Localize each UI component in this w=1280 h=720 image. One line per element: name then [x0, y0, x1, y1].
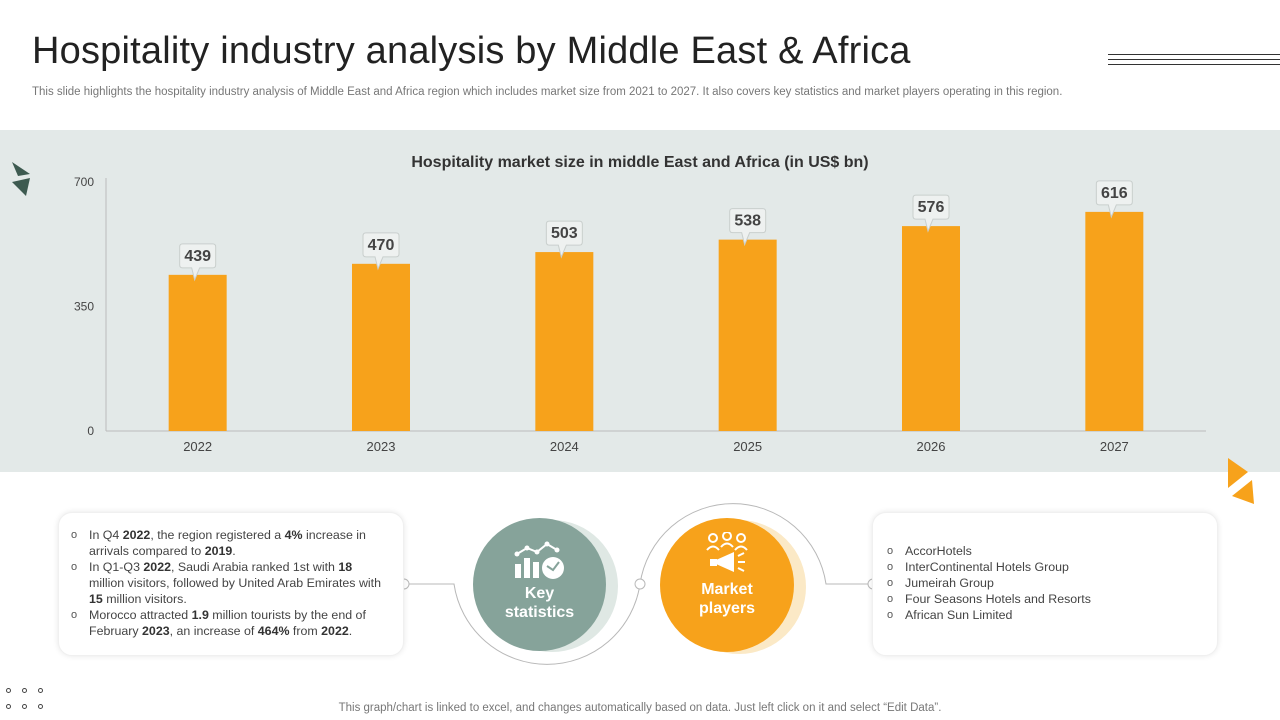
data-label: 439: [184, 248, 211, 265]
key-statistics-label-line1: Key: [524, 585, 555, 602]
x-tick-label: 2027: [1100, 439, 1129, 454]
key-statistics-label-line2: statistics: [504, 604, 575, 621]
y-tick-label: 700: [74, 175, 94, 189]
y-tick-label: 350: [74, 300, 94, 314]
bar-chart[interactable]: 0 350 700 439 2022 470 2023 503 2024 538 2025 576 20…: [0, 130, 1280, 472]
bar: [352, 263, 410, 431]
market-player-item: Jumeirah Group: [885, 575, 1203, 591]
growth-chart-icon: [514, 541, 564, 579]
page-subtitle: This slide highlights the hospitality in…: [32, 86, 1063, 98]
market-player-item: AccorHotels: [885, 543, 1203, 559]
bar: [902, 226, 960, 431]
x-tick-label: 2023: [367, 439, 396, 454]
key-statistics-circle: Key statistics: [473, 518, 606, 651]
x-tick-label: 2024: [550, 439, 579, 454]
data-label: 503: [551, 225, 578, 242]
data-label: 538: [734, 213, 761, 230]
market-player-item: African Sun Limited: [885, 607, 1203, 623]
key-statistic-item: In Q4 2022, the region registered a 4% i…: [69, 527, 389, 559]
data-label-callout: [729, 208, 767, 247]
bar: [718, 239, 777, 431]
data-label-callout: [912, 194, 950, 233]
bar: [1085, 211, 1144, 431]
bar: [535, 252, 594, 431]
dots-decoration: [6, 688, 46, 716]
team-megaphone-icon: [706, 532, 748, 572]
market-player-item: Four Seasons Hotels and Resorts: [885, 591, 1203, 607]
footer-note: This graph/chart is linked to excel, and…: [338, 702, 942, 714]
page-title: Hospitality industry analysis by Middle …: [32, 30, 911, 72]
decorative-lines: [1108, 54, 1280, 70]
market-players-card: AccorHotelsInterContinental Hotels Group…: [872, 512, 1218, 656]
data-label-callout: [362, 232, 400, 271]
data-label: 470: [368, 237, 395, 254]
x-tick-label: 2026: [917, 439, 946, 454]
chart-title: Hospitality market size in middle East a…: [411, 154, 869, 171]
triangle-accent-icon: [1228, 458, 1254, 504]
key-statistic-item: In Q1-Q3 2022, Saudi Arabia ranked 1st w…: [69, 559, 389, 607]
x-tick-label: 2025: [733, 439, 762, 454]
market-players-label-line2: players: [698, 600, 756, 617]
key-statistic-item: Morocco attracted 1.9 million tourists b…: [69, 607, 389, 639]
data-label-callout: [545, 220, 583, 259]
market-players-label-line1: Market: [701, 581, 753, 598]
key-statistics-list: In Q4 2022, the region registered a 4% i…: [69, 527, 389, 639]
data-label-callout: [1095, 180, 1133, 219]
market-player-item: InterContinental Hotels Group: [885, 559, 1203, 575]
x-tick-label: 2022: [183, 439, 212, 454]
data-label: 576: [918, 199, 945, 216]
y-tick-label: 0: [87, 424, 94, 438]
market-players-list: AccorHotelsInterContinental Hotels Group…: [885, 543, 1203, 623]
triangle-decoration-icon: [12, 162, 30, 196]
data-label: 616: [1101, 185, 1128, 202]
key-statistics-card: In Q4 2022, the region registered a 4% i…: [58, 512, 404, 656]
bar: [168, 274, 227, 431]
data-label-callout: [179, 243, 217, 282]
market-players-circle: Market players: [660, 518, 794, 652]
